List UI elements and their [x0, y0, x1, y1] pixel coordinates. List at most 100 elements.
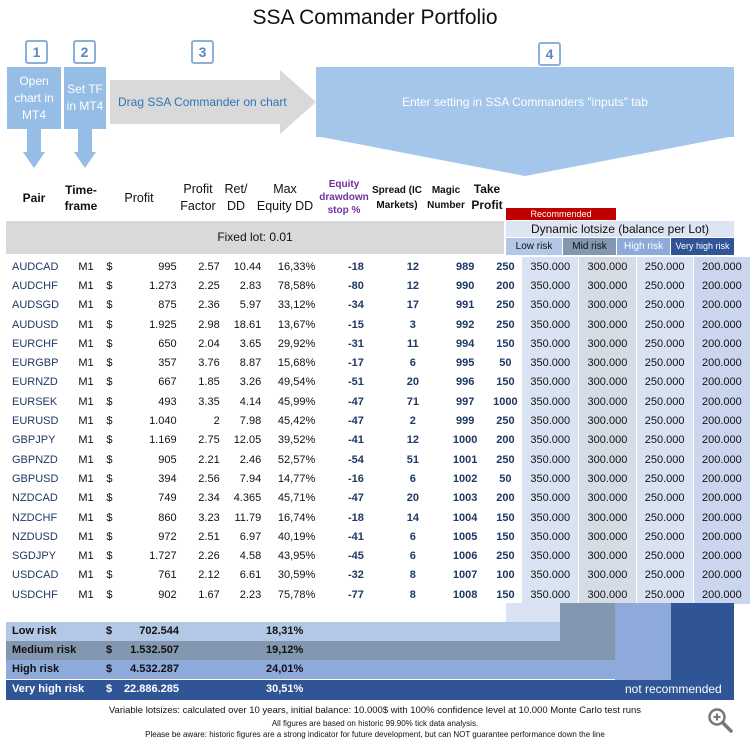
cell-magic: 997 — [455, 395, 475, 408]
header-spread: Spread (IC Markets) — [371, 185, 422, 211]
cell-vhigh: 200.000 — [692, 565, 750, 586]
cell-mid: 300.000 — [578, 546, 637, 566]
cell-maxdd: 14,77% — [277, 472, 316, 485]
table-row: GBPUSD M1 $394 2.56 7.94 14,77% -16 6 1002 50 350.… — [6, 469, 750, 489]
cell-high: 250.000 — [635, 546, 694, 566]
cell-profit: 394 — [158, 472, 177, 485]
cell-maxdd: 16,33% — [277, 260, 316, 273]
cell-mid: 300.000 — [578, 334, 637, 354]
cell-stop: -77 — [348, 588, 364, 601]
cell-stop: -45 — [348, 550, 364, 563]
cell-pair: USDCHF — [12, 588, 58, 601]
cell-profit: 902 — [158, 588, 177, 601]
cell-stop: -41 — [348, 530, 364, 543]
cell-spread: 71 — [406, 395, 419, 408]
cell-tf: M1 — [78, 299, 94, 312]
cell-high: 250.000 — [635, 334, 694, 354]
step-1-text: Open chart in MT4 — [14, 73, 54, 122]
cell-maxdd: 45,71% — [277, 492, 316, 505]
cell-maxdd: 29,92% — [277, 337, 316, 350]
cell-cur: $ — [106, 434, 113, 447]
header-timeframe: Time-frame — [64, 183, 98, 213]
cell-pf: 3.35 — [198, 395, 220, 408]
table-row: AUDCHF M1 $1.273 2.25 2.83 78,58% -80 12 990 200 3… — [6, 276, 750, 296]
cell-tp: 200 — [496, 434, 515, 447]
cell-cur: $ — [106, 376, 113, 389]
cell-profit: 761 — [158, 569, 177, 582]
cell-retdd: 4.58 — [239, 550, 262, 563]
cell-magic: 1006 — [452, 550, 478, 563]
cell-tp: 150 — [496, 588, 515, 601]
table-row: EURGBP M1 $357 3.76 8.87 15,68% -17 6 995 50 350.0… — [6, 353, 750, 373]
cell-cur: $ — [106, 337, 113, 350]
cell-retdd: 4.14 — [239, 395, 262, 408]
cell-maxdd: 39,52% — [277, 434, 316, 447]
cell-pair: USDCAD — [12, 569, 59, 582]
cell-low: 350.000 — [522, 469, 579, 489]
cell-cur: $ — [106, 569, 113, 582]
cell-stop: -18 — [348, 511, 364, 524]
cell-high: 250.000 — [635, 295, 694, 315]
zoom-in-icon[interactable] — [706, 706, 734, 734]
header-profit-factor: Profit Factor — [180, 182, 216, 213]
cell-tf: M1 — [78, 569, 94, 582]
cell-pair: GBPNZD — [12, 453, 58, 466]
cell-spread: 17 — [406, 299, 419, 312]
cell-pair: EURGBP — [12, 357, 59, 370]
dynamic-lotsize-header: Dynamic lotsize (balance per Lot) — [506, 221, 734, 237]
cell-profit: 493 — [158, 395, 177, 408]
cell-profit: 995 — [158, 260, 177, 273]
table-row: GBPNZD M1 $905 2.21 2.46 52,57% -54 51 1001 250 35… — [6, 449, 750, 470]
cell-pair: EURUSD — [12, 415, 59, 428]
cell-magic: 990 — [455, 279, 475, 292]
cell-high: 250.000 — [635, 469, 694, 489]
risk-level-low: Low risk — [506, 238, 562, 255]
step-4-text: Enter setting in SSA Commanders "inputs"… — [402, 94, 648, 109]
table-row: AUDUSD M1 $1.925 2.98 18.61 13,67% -15 3 992 250 3… — [6, 314, 750, 335]
cell-profit: 1.040 — [149, 415, 177, 428]
cell-tp: 250 — [496, 299, 515, 312]
cell-mid: 300.000 — [578, 257, 637, 277]
cell-maxdd: 33,12% — [277, 299, 316, 312]
cell-magic: 1003 — [452, 492, 478, 505]
cell-stop: -32 — [348, 569, 364, 582]
cell-tp: 150 — [496, 530, 515, 543]
cell-tf: M1 — [78, 550, 94, 563]
cell-pf: 3.23 — [198, 511, 220, 524]
cell-tp: 150 — [496, 337, 515, 350]
cell-low: 350.000 — [522, 314, 579, 335]
header-max-equity-dd: Max Equity DD — [256, 182, 314, 213]
cell-low: 350.000 — [522, 430, 579, 450]
cell-maxdd: 45,99% — [277, 395, 316, 408]
band-low-2 — [506, 622, 560, 641]
cell-pair: AUDCAD — [12, 260, 59, 273]
cell-spread: 8 — [409, 569, 416, 582]
header-ret-dd: Ret/DD — [224, 182, 248, 213]
step-4-down-chevron — [316, 136, 734, 176]
cell-stop: -47 — [348, 415, 364, 428]
cell-low: 350.000 — [522, 372, 579, 393]
cell-cur: $ — [106, 318, 113, 331]
cell-pair: AUDSGD — [12, 299, 60, 312]
cell-stop: -31 — [348, 337, 364, 350]
fixed-lot-bar: Fixed lot: 0.01 — [6, 221, 504, 254]
cell-high: 250.000 — [635, 411, 694, 431]
cell-mid: 300.000 — [578, 276, 637, 296]
cell-tf: M1 — [78, 511, 94, 524]
summary-row-medium: Medium risk $ 1.532.507 19,12% — [6, 641, 560, 660]
cell-tp: 250 — [496, 318, 515, 331]
cell-maxdd: 45,42% — [277, 415, 316, 428]
cell-maxdd: 16,74% — [277, 511, 316, 524]
note-lotsizes: Variable lotsizes: calculated over 10 ye… — [108, 705, 642, 716]
cell-mid: 300.000 — [578, 430, 637, 450]
cell-pair: NZDCAD — [12, 492, 58, 505]
cell-profit: 1.727 — [149, 550, 177, 563]
step-1-number: 1 — [25, 40, 48, 64]
cell-stop: -15 — [348, 318, 364, 331]
cell-pf: 2.21 — [198, 453, 220, 466]
header-profit: Profit — [124, 191, 154, 205]
header-magic-number: Magic Number — [427, 185, 465, 211]
cell-vhigh: 200.000 — [692, 527, 750, 547]
cell-maxdd: 40,19% — [277, 530, 316, 543]
cell-tf: M1 — [78, 376, 94, 389]
